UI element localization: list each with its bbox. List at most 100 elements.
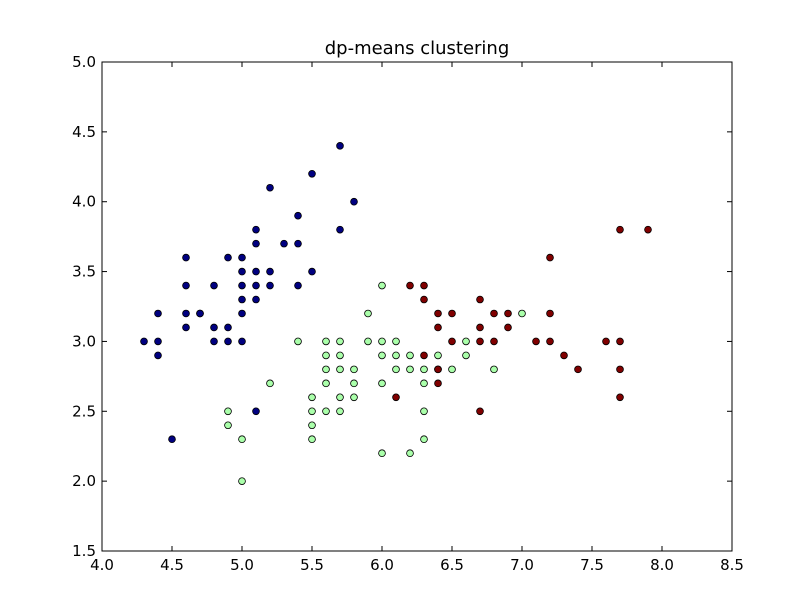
point-cluster-3-30	[644, 225, 652, 234]
point-cluster-2-8	[308, 421, 316, 430]
point-cluster-3-1	[406, 281, 414, 290]
point-cluster-3-24	[574, 365, 582, 374]
point-cluster-3-23	[560, 351, 568, 360]
x-tick-label: 4.5	[160, 556, 184, 574]
point-cluster-1-23	[252, 225, 260, 234]
point-cluster-2-9	[308, 435, 316, 444]
point-cluster-3-14	[476, 407, 484, 416]
x-tick-label: 8.0	[650, 556, 674, 574]
point-cluster-1-1	[154, 309, 162, 318]
point-cluster-2-5	[294, 337, 302, 346]
point-cluster-1-30	[266, 267, 274, 276]
point-cluster-3-9	[448, 309, 456, 318]
plot-area	[102, 62, 732, 551]
point-cluster-1-7	[182, 309, 190, 318]
point-cluster-1-8	[182, 323, 190, 332]
point-cluster-2-22	[350, 393, 358, 402]
point-cluster-1-15	[224, 323, 232, 332]
point-cluster-2-17	[336, 365, 344, 374]
point-cluster-2-4	[266, 379, 274, 388]
point-cluster-2-42	[448, 365, 456, 374]
point-cluster-2-31	[392, 351, 400, 360]
point-cluster-2-34	[406, 365, 414, 374]
point-cluster-3-12	[476, 323, 484, 332]
y-tick-label: 3.0	[72, 332, 96, 350]
point-cluster-2-30	[392, 337, 400, 346]
point-cluster-1-35	[294, 281, 302, 290]
point-cluster-1-11	[210, 281, 218, 290]
x-tick-label: 4.0	[90, 556, 114, 574]
point-cluster-3-18	[504, 323, 512, 332]
point-cluster-2-23	[364, 309, 372, 318]
point-cluster-3-10	[448, 337, 456, 346]
y-tick-label: 2.0	[72, 472, 96, 490]
point-cluster-1-34	[294, 239, 302, 248]
point-cluster-2-24	[364, 337, 372, 346]
x-axis: 4.0 4.5 5.0 5.5 6.0 6.5 7.0 7.5 8.0 8.5	[90, 62, 744, 574]
point-cluster-1-0	[140, 337, 148, 346]
point-cluster-3-6	[434, 323, 442, 332]
point-cluster-1-37	[308, 267, 316, 276]
y-tick-label: 4.0	[72, 193, 96, 211]
point-cluster-3-13	[476, 337, 484, 346]
point-cluster-3-16	[490, 337, 498, 346]
point-cluster-3-20	[546, 253, 554, 262]
point-cluster-1-27	[252, 295, 260, 304]
point-cluster-2-46	[518, 309, 526, 318]
point-cluster-2-32	[392, 365, 400, 374]
point-cluster-1-19	[238, 281, 246, 290]
point-cluster-2-29	[378, 449, 386, 458]
x-tick-label: 6.5	[440, 556, 464, 574]
point-cluster-2-14	[322, 407, 330, 416]
point-cluster-1-10	[196, 309, 204, 318]
point-cluster-2-36	[420, 365, 428, 374]
point-cluster-1-24	[252, 239, 260, 248]
y-axis: 1.5 2.0 2.5 3.0 3.5 4.0 4.5 5.0	[72, 53, 732, 560]
point-cluster-1-13	[210, 337, 218, 346]
point-cluster-2-16	[336, 351, 344, 360]
x-tick-label: 7.5	[580, 556, 604, 574]
point-cluster-1-18	[238, 267, 246, 276]
x-tick-label: 6.0	[370, 556, 394, 574]
y-tick-label: 1.5	[72, 542, 96, 560]
point-cluster-3-3	[420, 295, 428, 304]
point-cluster-1-21	[238, 309, 246, 318]
point-cluster-1-17	[238, 253, 246, 262]
point-cluster-1-39	[336, 225, 344, 234]
point-cluster-3-0	[392, 393, 400, 402]
point-cluster-1-12	[210, 323, 218, 332]
point-cluster-1-6	[182, 281, 190, 290]
point-cluster-2-2	[238, 435, 246, 444]
point-cluster-3-22	[546, 337, 554, 346]
point-cluster-2-28	[378, 379, 386, 388]
point-cluster-2-15	[336, 337, 344, 346]
point-cluster-1-31	[266, 281, 274, 290]
point-cluster-2-13	[322, 379, 330, 388]
point-cluster-3-4	[420, 351, 428, 360]
point-cluster-3-15	[490, 309, 498, 318]
point-cluster-2-7	[308, 407, 316, 416]
x-tick-label: 5.5	[300, 556, 324, 574]
point-cluster-2-27	[378, 351, 386, 360]
point-cluster-1-33	[294, 211, 302, 220]
point-cluster-2-20	[350, 365, 358, 374]
point-cluster-1-5	[182, 253, 190, 262]
point-cluster-3-2	[420, 281, 428, 290]
point-cluster-2-26	[378, 337, 386, 346]
point-cluster-3-26	[616, 225, 624, 234]
point-cluster-1-25	[252, 267, 260, 276]
point-cluster-2-38	[420, 407, 428, 416]
y-tick-label: 3.5	[72, 263, 96, 281]
chart-title: dp-means clustering	[325, 38, 510, 59]
y-tick-label: 2.5	[72, 402, 96, 420]
point-cluster-3-27	[616, 337, 624, 346]
point-cluster-1-32	[280, 239, 288, 248]
point-cluster-2-19	[336, 407, 344, 416]
point-cluster-3-7	[434, 365, 442, 374]
point-cluster-1-26	[252, 281, 260, 290]
point-cluster-3-21	[546, 309, 554, 318]
point-cluster-2-12	[322, 365, 330, 374]
point-cluster-3-25	[602, 337, 610, 346]
